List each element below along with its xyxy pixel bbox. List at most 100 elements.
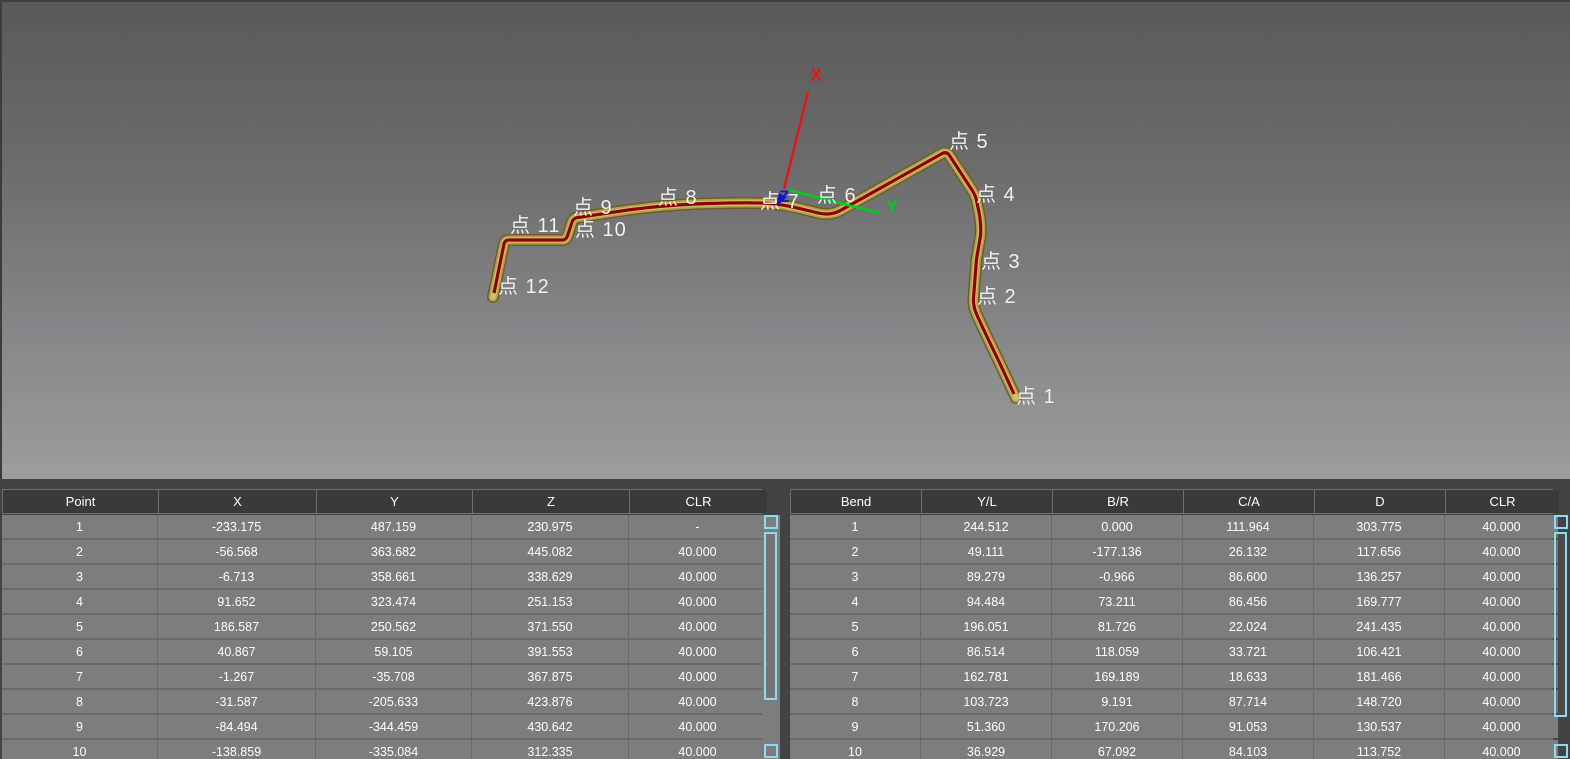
table-row[interactable]: 4 91.652 323.474 251.153 40.000 <box>2 590 766 613</box>
row-number-cell[interactable]: 9 <box>790 715 920 738</box>
value-cell[interactable]: 40.000 <box>1445 590 1558 613</box>
value-cell[interactable]: 251.153 <box>472 590 628 613</box>
value-cell[interactable]: 169.777 <box>1314 590 1444 613</box>
value-cell[interactable]: 363.682 <box>316 540 471 563</box>
value-cell[interactable]: 81.726 <box>1052 615 1182 638</box>
value-cell[interactable]: -177.136 <box>1052 540 1182 563</box>
value-cell[interactable]: 49.111 <box>921 540 1051 563</box>
value-cell[interactable]: 91.053 <box>1183 715 1313 738</box>
table-row[interactable]: 9 51.360 170.206 91.053 130.537 40.000 <box>790 715 1558 738</box>
value-cell[interactable]: 59.105 <box>316 640 471 663</box>
table-row[interactable]: 5 196.051 81.726 22.024 241.435 40.000 <box>790 615 1558 638</box>
value-cell[interactable]: 84.103 <box>1183 740 1313 759</box>
value-cell[interactable]: 40.000 <box>1445 540 1558 563</box>
value-cell[interactable]: -35.708 <box>316 665 471 688</box>
value-cell[interactable]: 86.456 <box>1183 590 1313 613</box>
value-cell[interactable]: 106.421 <box>1314 640 1444 663</box>
value-cell[interactable]: 40.000 <box>1445 515 1558 538</box>
value-cell[interactable]: -205.633 <box>316 690 471 713</box>
value-cell[interactable]: 94.484 <box>921 590 1051 613</box>
value-cell[interactable]: 73.211 <box>1052 590 1182 613</box>
value-cell[interactable]: 86.600 <box>1183 565 1313 588</box>
value-cell[interactable]: 312.335 <box>472 740 628 759</box>
value-cell[interactable]: - <box>629 515 766 538</box>
value-cell[interactable]: 40.000 <box>1445 690 1558 713</box>
value-cell[interactable]: 250.562 <box>316 615 471 638</box>
value-cell[interactable]: 40.000 <box>629 740 766 759</box>
value-cell[interactable]: 86.514 <box>921 640 1051 663</box>
value-cell[interactable]: 40.000 <box>629 540 766 563</box>
value-cell[interactable]: -335.084 <box>316 740 471 759</box>
row-number-cell[interactable]: 8 <box>790 690 920 713</box>
scroll-up-button[interactable] <box>1554 515 1568 529</box>
value-cell[interactable]: 391.553 <box>472 640 628 663</box>
table-row[interactable]: 7 162.781 169.189 18.633 181.466 40.000 <box>790 665 1558 688</box>
points-table-scrollbar[interactable] <box>762 515 780 759</box>
row-number-cell[interactable]: 8 <box>2 690 157 713</box>
value-cell[interactable]: 196.051 <box>921 615 1051 638</box>
value-cell[interactable]: 22.024 <box>1183 615 1313 638</box>
value-cell[interactable]: 18.633 <box>1183 665 1313 688</box>
row-number-cell[interactable]: 7 <box>2 665 157 688</box>
value-cell[interactable]: 33.721 <box>1183 640 1313 663</box>
value-cell[interactable]: 40.867 <box>158 640 315 663</box>
value-cell[interactable]: 103.723 <box>921 690 1051 713</box>
row-number-cell[interactable]: 5 <box>790 615 920 638</box>
value-cell[interactable]: 40.000 <box>629 590 766 613</box>
value-cell[interactable]: 117.656 <box>1314 540 1444 563</box>
value-cell[interactable]: 170.206 <box>1052 715 1182 738</box>
value-cell[interactable]: 181.466 <box>1314 665 1444 688</box>
value-cell[interactable]: 91.652 <box>158 590 315 613</box>
value-cell[interactable]: 40.000 <box>1445 665 1558 688</box>
value-cell[interactable]: 136.257 <box>1314 565 1444 588</box>
value-cell[interactable]: 423.876 <box>472 690 628 713</box>
value-cell[interactable]: 87.714 <box>1183 690 1313 713</box>
scroll-down-button[interactable] <box>764 744 778 758</box>
value-cell[interactable]: 40.000 <box>1445 640 1558 663</box>
value-cell[interactable]: 487.159 <box>316 515 471 538</box>
scroll-down-button[interactable] <box>1554 744 1568 758</box>
table-row[interactable]: 1 -233.175 487.159 230.975- <box>2 515 766 538</box>
value-cell[interactable]: 130.537 <box>1314 715 1444 738</box>
value-cell[interactable]: -233.175 <box>158 515 315 538</box>
value-cell[interactable]: 40.000 <box>1445 740 1558 759</box>
row-number-cell[interactable]: 10 <box>2 740 157 759</box>
value-cell[interactable]: 0.000 <box>1052 515 1182 538</box>
3d-viewport[interactable]: Z 点 1 点 2 点 3 点 4 点 5 点 6 点 7 点 8 点 9点 10 点 11 点 1… <box>0 0 1570 479</box>
value-cell[interactable]: -56.568 <box>158 540 315 563</box>
value-cell[interactable]: 445.082 <box>472 540 628 563</box>
value-cell[interactable]: 118.059 <box>1052 640 1182 663</box>
value-cell[interactable]: -0.966 <box>1052 565 1182 588</box>
table-row[interactable]: 3 89.279 -0.966 86.600 136.257 40.000 <box>790 565 1558 588</box>
value-cell[interactable]: -138.859 <box>158 740 315 759</box>
row-number-cell[interactable]: 2 <box>790 540 920 563</box>
value-cell[interactable]: 89.279 <box>921 565 1051 588</box>
table-row[interactable]: 10 36.929 67.092 84.103 113.752 40.000 <box>790 740 1558 759</box>
value-cell[interactable]: -84.494 <box>158 715 315 738</box>
bend-table-scrollbar[interactable] <box>1552 515 1570 759</box>
value-cell[interactable]: 241.435 <box>1314 615 1444 638</box>
value-cell[interactable]: -31.587 <box>158 690 315 713</box>
value-cell[interactable]: 367.875 <box>472 665 628 688</box>
table-row[interactable]: 3 -6.713 358.661 338.629 40.000 <box>2 565 766 588</box>
value-cell[interactable]: 430.642 <box>472 715 628 738</box>
tube-geometry[interactable] <box>487 146 1022 404</box>
value-cell[interactable]: 303.775 <box>1314 515 1444 538</box>
value-cell[interactable]: 36.929 <box>921 740 1051 759</box>
row-number-cell[interactable]: 3 <box>2 565 157 588</box>
value-cell[interactable]: 40.000 <box>1445 715 1558 738</box>
row-number-cell[interactable]: 2 <box>2 540 157 563</box>
tube-model-drawing[interactable]: Z <box>0 0 1570 479</box>
value-cell[interactable]: 40.000 <box>629 690 766 713</box>
table-row[interactable]: 1 244.512 0.000 111.964 303.775 40.000 <box>790 515 1558 538</box>
value-cell[interactable]: 148.720 <box>1314 690 1444 713</box>
value-cell[interactable]: 186.587 <box>158 615 315 638</box>
scrollbar-thumb[interactable] <box>1554 532 1567 717</box>
value-cell[interactable]: 371.550 <box>472 615 628 638</box>
table-row[interactable]: 8 -31.587 -205.633 423.876 40.000 <box>2 690 766 713</box>
value-cell[interactable]: 169.189 <box>1052 665 1182 688</box>
table-row[interactable]: 8 103.723 9.191 87.714 148.720 40.000 <box>790 690 1558 713</box>
table-row[interactable]: 6 40.867 59.105 391.553 40.000 <box>2 640 766 663</box>
value-cell[interactable]: 40.000 <box>1445 615 1558 638</box>
value-cell[interactable]: 40.000 <box>629 565 766 588</box>
